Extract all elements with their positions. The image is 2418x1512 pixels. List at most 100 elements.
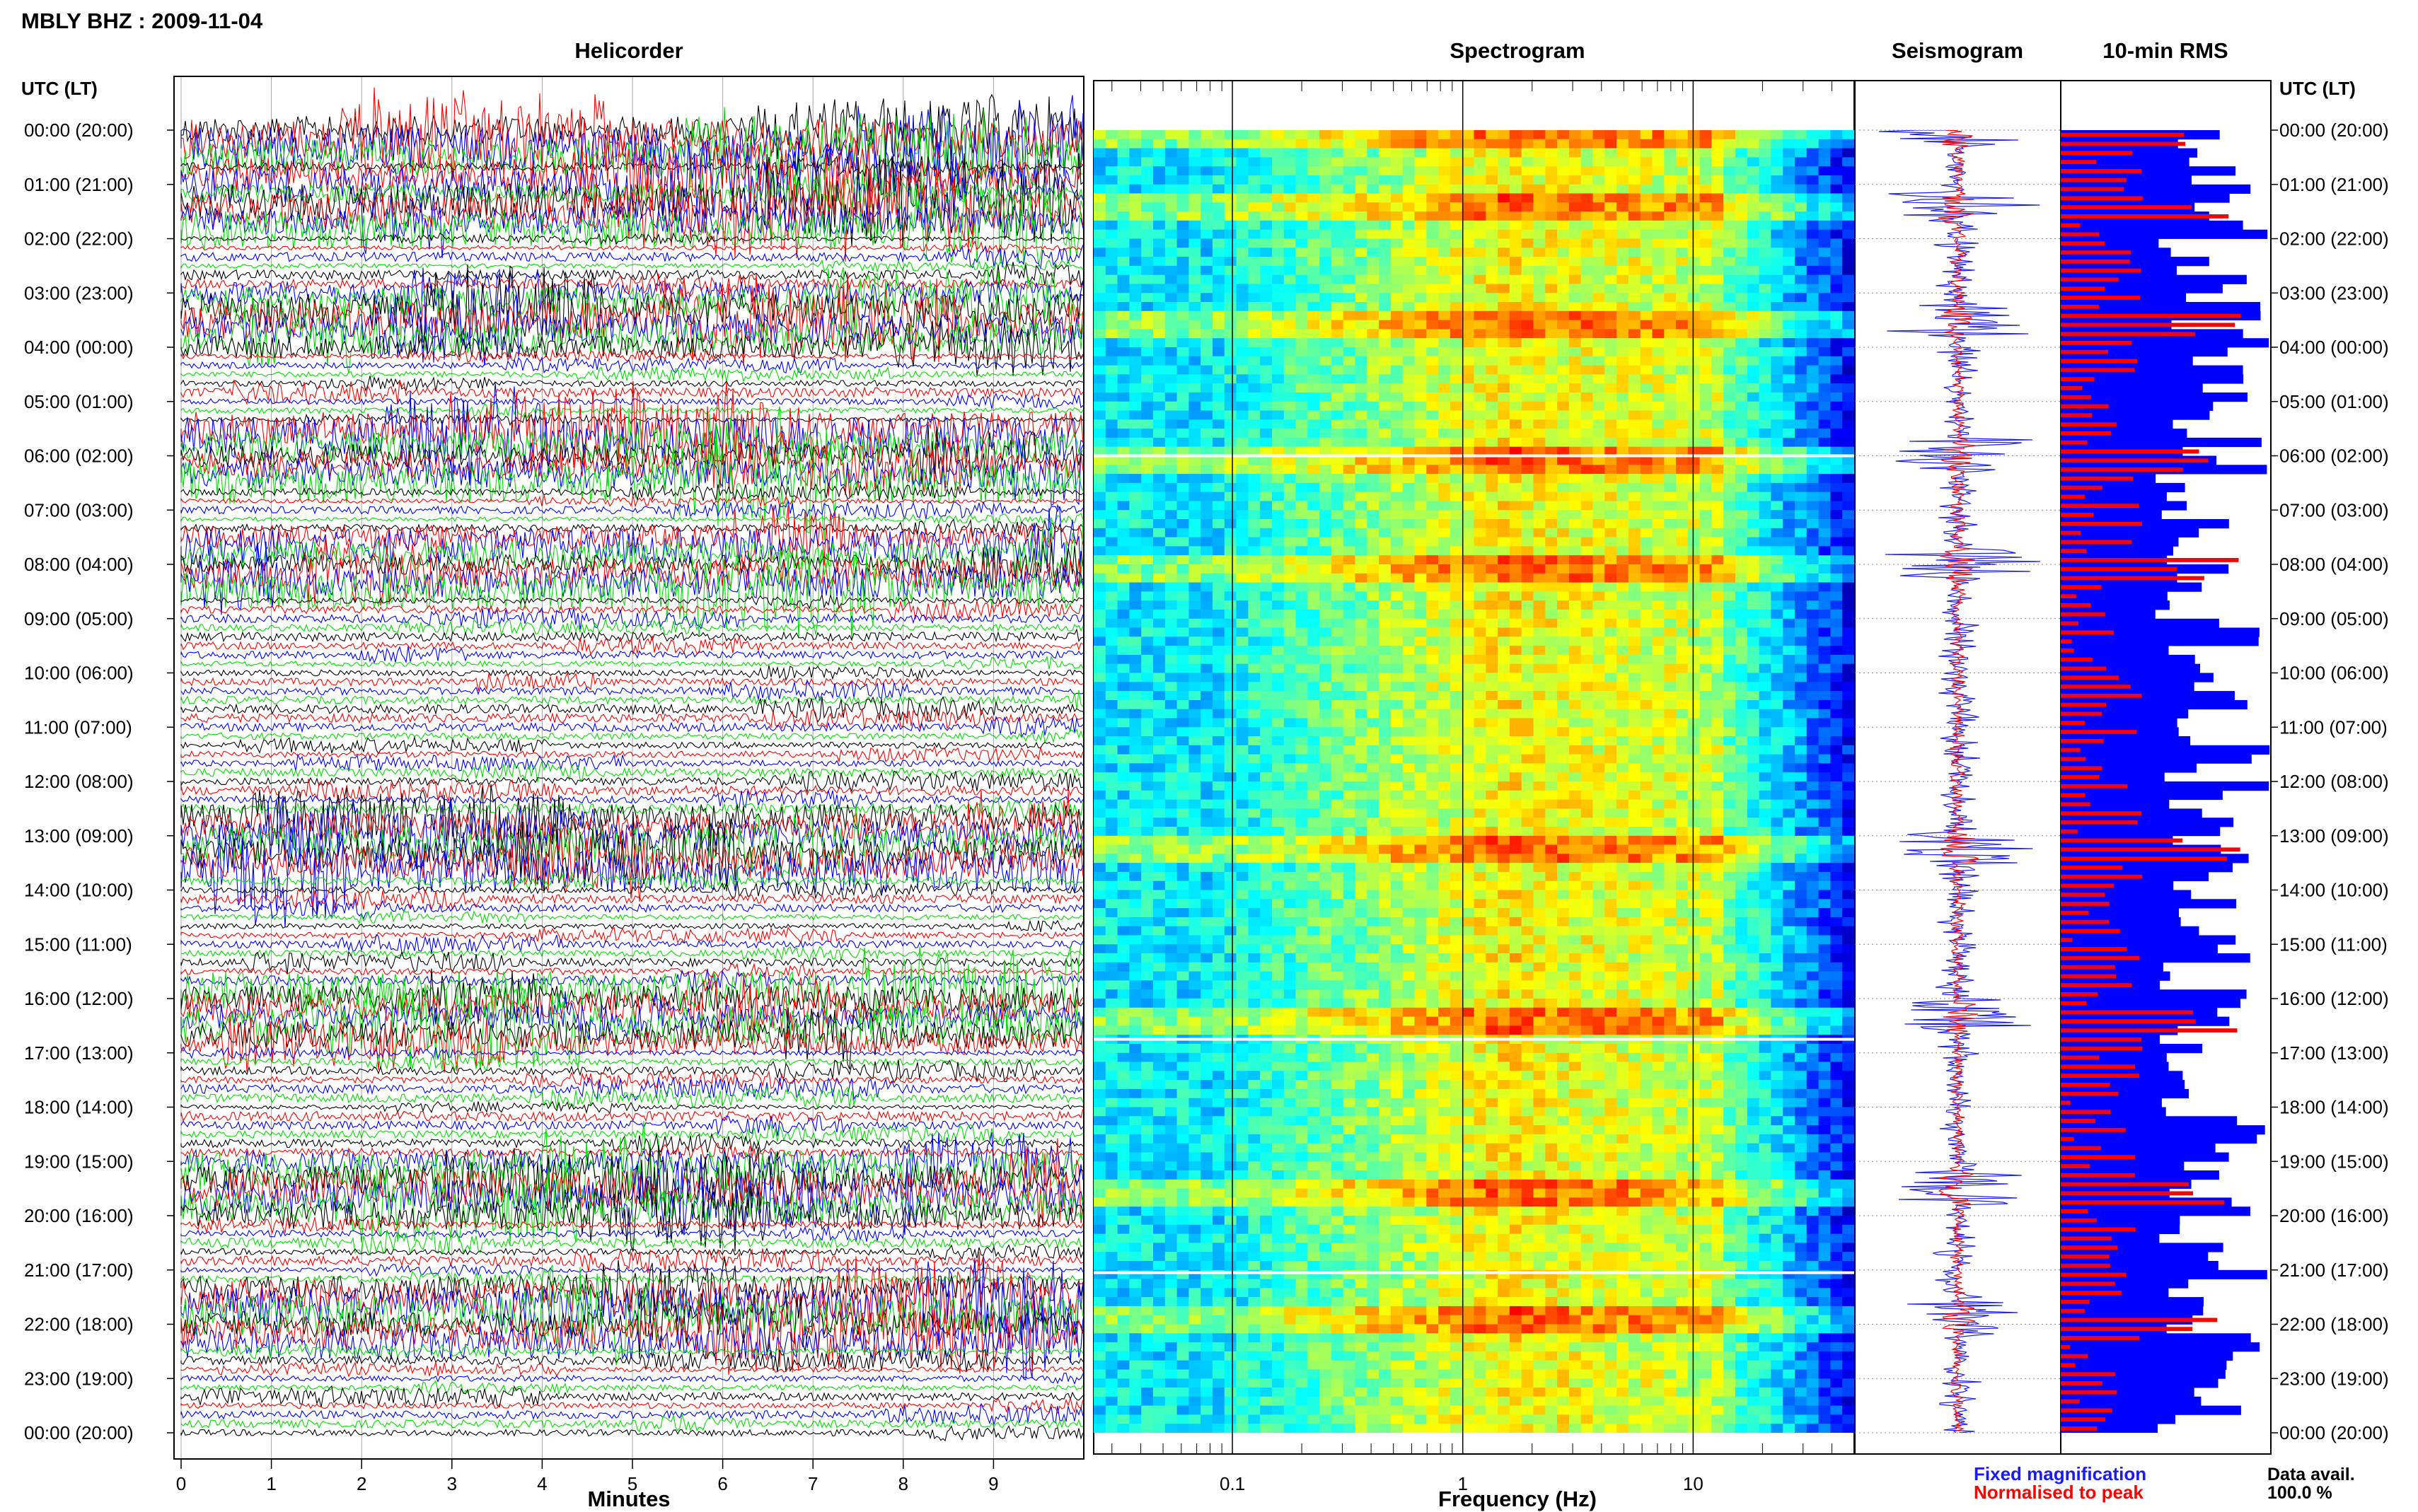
spectrogram-cell	[1474, 772, 1486, 782]
spectrogram-cell	[1628, 555, 1641, 565]
spectrogram-cell	[1759, 555, 1771, 565]
spectrogram-cell	[1379, 492, 1392, 502]
spectrogram-cell	[1747, 302, 1760, 312]
spectrogram-cell	[1129, 555, 1142, 565]
spectrogram-cell	[1580, 157, 1594, 167]
spectrogram-cell	[1438, 682, 1451, 692]
spectrogram-cell	[1379, 220, 1392, 231]
spectrogram-cell	[1224, 437, 1237, 448]
spectrogram-cell	[1307, 211, 1320, 221]
spectrogram-cell	[1474, 356, 1486, 366]
spectrogram-cell	[1343, 555, 1356, 565]
spectrogram-cell	[1331, 302, 1344, 312]
spectrogram-cell	[1129, 437, 1142, 448]
spectrogram-cell	[1474, 636, 1486, 646]
spectrogram-cell	[1628, 356, 1641, 366]
spectrogram-cell	[1283, 682, 1297, 692]
spectrogram-cell	[1331, 248, 1344, 257]
spectrogram-cell	[1295, 139, 1308, 149]
spectrogram-cell	[1486, 310, 1498, 321]
spectrogram-cell	[1830, 338, 1843, 348]
spectrogram-cell	[1426, 510, 1439, 520]
spectrogram-cell	[1498, 429, 1510, 438]
spectrogram-cell	[1771, 383, 1783, 393]
spectrogram-cell	[1307, 582, 1320, 592]
spectrogram-cell	[1414, 166, 1427, 176]
spectrogram-cell	[1557, 465, 1570, 475]
spectrogram-cell	[1604, 220, 1617, 231]
spectrogram-cell	[1224, 374, 1237, 384]
spectrogram-cell	[1331, 383, 1344, 393]
spectrogram-cell	[1379, 248, 1392, 257]
spectrogram-cell	[1486, 175, 1498, 185]
spectrogram-cell	[1272, 175, 1285, 185]
spectrogram-cell	[1568, 166, 1582, 176]
spectrogram-cell	[1735, 248, 1748, 257]
spectrogram-cell	[1438, 600, 1451, 610]
spectrogram-cell	[1592, 790, 1605, 801]
spectrogram-cell	[1117, 745, 1130, 755]
spectrogram-cell	[1498, 519, 1510, 529]
spectrogram-cell	[1272, 510, 1285, 520]
spectrogram-cell	[1379, 682, 1392, 692]
spectrogram-cell	[1628, 591, 1641, 601]
spectrogram-cell	[1402, 699, 1416, 710]
spectrogram-cell	[1188, 175, 1201, 185]
spectrogram-cell	[1723, 501, 1736, 511]
spectrogram-cell	[1462, 202, 1475, 212]
spectrogram-cell	[1652, 437, 1665, 448]
spectrogram-cell	[1390, 157, 1404, 167]
spectrogram-cell	[1295, 591, 1308, 601]
spectrogram-cell	[1474, 374, 1486, 384]
spectrogram-cell	[1830, 437, 1843, 448]
spectrogram-cell	[1319, 410, 1332, 420]
spectrogram-cell	[1676, 356, 1689, 366]
spectrogram-cell	[1260, 591, 1273, 601]
spectrogram-cell	[1664, 663, 1677, 674]
spectrogram-cell	[1842, 455, 1854, 465]
spectrogram-cell	[1331, 437, 1344, 448]
spectrogram-cell	[1402, 474, 1416, 484]
spectrogram-cell	[1711, 139, 1724, 149]
spectrogram-cell	[1486, 320, 1498, 330]
spectrogram-cell	[1557, 211, 1570, 221]
spectrogram-cell	[1105, 410, 1118, 420]
spectrogram-cell	[1604, 682, 1617, 692]
spectrogram-cell	[1818, 591, 1831, 601]
spectrogram-cell	[1164, 437, 1178, 448]
spectrogram-cell	[1474, 781, 1486, 791]
spectrogram-cell	[1664, 157, 1677, 167]
spectrogram-cell	[1568, 265, 1582, 276]
spectrogram-cell	[1652, 238, 1665, 248]
spectrogram-cell	[1557, 646, 1570, 656]
spectrogram-cell	[1176, 401, 1189, 412]
spectrogram-cell	[1402, 610, 1416, 620]
spectrogram-cell	[1498, 663, 1510, 674]
spectrogram-cell	[1498, 465, 1510, 475]
spectrogram-cell	[1390, 248, 1404, 257]
spectrogram-cell	[1164, 745, 1178, 755]
spectrogram-cell	[1818, 274, 1831, 285]
spectrogram-cell	[1343, 365, 1356, 375]
spectrogram-cell	[1319, 446, 1332, 457]
spectrogram-cell	[1213, 401, 1225, 412]
spectrogram-cell	[1509, 736, 1522, 746]
spectrogram-cell	[1319, 274, 1332, 285]
spectrogram-cell	[1164, 528, 1178, 538]
spectrogram-cell	[1652, 591, 1665, 601]
spectrogram-cell	[1486, 564, 1498, 574]
spectrogram-cell	[1664, 537, 1677, 547]
spectrogram-cell	[1521, 238, 1534, 248]
spectrogram-cell	[1509, 636, 1522, 646]
spectrogram-cell	[1331, 555, 1344, 565]
spectrogram-cell	[1390, 492, 1404, 502]
spectrogram-cell	[1640, 175, 1653, 185]
spectrogram-cell	[1164, 618, 1178, 629]
spectrogram-cell	[1164, 573, 1178, 583]
spectrogram-cell	[1141, 582, 1154, 592]
spectrogram-cell	[1592, 166, 1605, 176]
spectrogram-cell	[1176, 410, 1189, 420]
spectrogram-cell	[1331, 709, 1344, 719]
spectrogram-cell	[1676, 627, 1689, 637]
spectrogram-cell	[1224, 745, 1237, 755]
